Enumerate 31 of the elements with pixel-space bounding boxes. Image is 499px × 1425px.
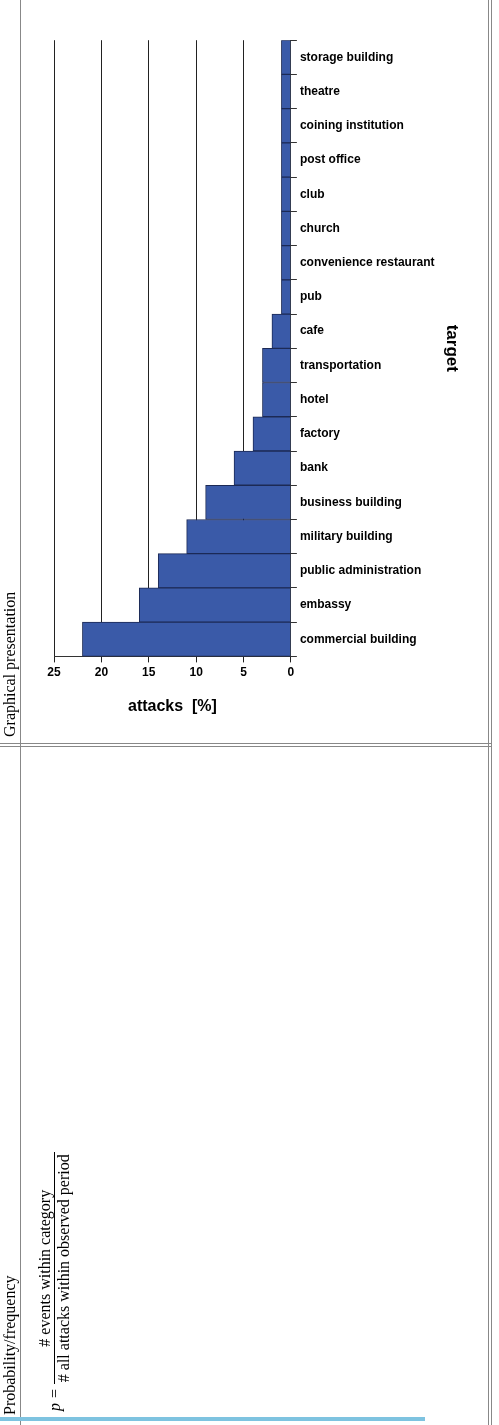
- y-tick-label: public administration: [299, 563, 422, 578]
- y-tick-label: business building: [299, 494, 402, 509]
- y-tick-label: club: [299, 186, 325, 201]
- x-tick-label: 5: [240, 664, 248, 679]
- y-tick-label: transportation: [299, 357, 382, 372]
- y-tick-label: pub: [299, 289, 322, 304]
- y-tick-label: coining institution: [299, 118, 404, 133]
- y-tick-label: bank: [299, 460, 329, 475]
- x-tick-label: 10: [189, 664, 204, 679]
- x-tick-label: 20: [94, 664, 109, 679]
- y-tick-label: commercial building: [299, 631, 417, 646]
- text: Graphical presentation: [1, 591, 19, 737]
- y-tick-label: church: [299, 220, 340, 235]
- y-tick-label: post office: [299, 152, 361, 167]
- text: Probability/frequency: [1, 1275, 19, 1415]
- y-tick-label: storage building: [299, 49, 394, 64]
- x-tick-label: 15: [142, 664, 156, 679]
- text: # events within category: [36, 1152, 55, 1385]
- text: # all attacks within observed period: [55, 1154, 73, 1383]
- text: p =: [45, 1388, 64, 1411]
- y-tick-label: embassy: [299, 597, 352, 612]
- x-tick-label: 0: [287, 664, 295, 679]
- y-tick-label: factory: [299, 426, 341, 441]
- y-tick-label: theatre: [299, 83, 341, 98]
- x-tick-label: 25: [47, 664, 61, 679]
- y-tick-label: cafe: [299, 323, 325, 338]
- y-tick-label: hotel: [299, 391, 329, 406]
- y-axis-title: target: [443, 324, 463, 373]
- y-tick-label: military building: [299, 528, 393, 543]
- y-tick-label: convenience restaurant: [299, 255, 435, 270]
- x-axis-title: attacks [%]: [127, 696, 217, 714]
